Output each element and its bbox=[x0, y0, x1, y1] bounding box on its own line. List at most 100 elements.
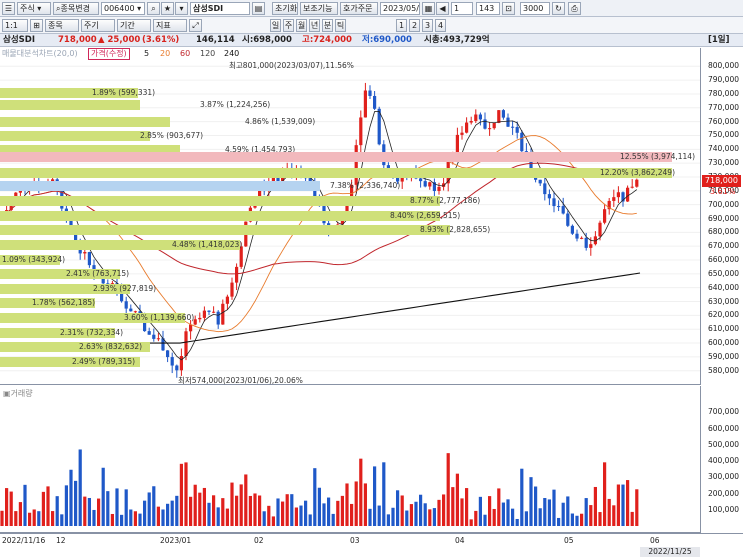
candle-body bbox=[437, 186, 441, 191]
count-input[interactable]: 143 bbox=[476, 2, 500, 15]
search-icon[interactable]: ⌕ bbox=[147, 2, 160, 15]
volume-bar bbox=[409, 504, 413, 526]
candle-body bbox=[133, 311, 137, 313]
reset-button[interactable]: 초기화 bbox=[272, 2, 298, 15]
volume-bar bbox=[363, 483, 367, 526]
volume-profile-bar bbox=[0, 269, 120, 279]
tab-day[interactable]: 일 bbox=[270, 19, 281, 32]
price-tick: 650,000 bbox=[707, 268, 739, 278]
quote-price: 718,000 bbox=[58, 35, 97, 45]
candle-body bbox=[345, 197, 349, 216]
row2-period-button[interactable]: 주기 bbox=[81, 19, 115, 32]
volume-bar bbox=[276, 498, 280, 526]
tab-year[interactable]: 년 bbox=[309, 19, 320, 32]
last-price-tag: 718,000 bbox=[702, 175, 741, 187]
price-tick: 780,000 bbox=[707, 88, 739, 98]
volume-bar bbox=[60, 514, 64, 526]
price-tick: 690,000 bbox=[707, 213, 739, 223]
volume-bar bbox=[529, 477, 533, 526]
volume-bar bbox=[179, 463, 183, 526]
price-axis: 800,000 790,000 780,000 770,000 760,000 750,0… bbox=[700, 48, 743, 385]
candle-body bbox=[616, 192, 620, 198]
volume-bar bbox=[446, 453, 450, 526]
order-button[interactable]: 호가주문 bbox=[340, 2, 378, 15]
search-button[interactable]: ⌕종목변경 bbox=[53, 2, 99, 15]
legend-vp: 매물대분석차트(20,0) bbox=[2, 49, 78, 58]
volume-chart[interactable] bbox=[0, 386, 700, 533]
candle-body bbox=[129, 308, 133, 312]
prev-icon[interactable]: ◀ bbox=[436, 2, 449, 15]
settings-icon[interactable]: ▤ bbox=[252, 2, 265, 15]
volume-title: ▣거래량 bbox=[3, 389, 33, 398]
candle-body bbox=[377, 108, 381, 145]
tab-week[interactable]: 주 bbox=[283, 19, 294, 32]
volume-bar bbox=[166, 503, 170, 526]
lock-icon[interactable]: ⊡ bbox=[502, 2, 515, 15]
quote-high: 고:724,000 bbox=[302, 35, 352, 45]
volume-profile-label: 2.93% (927,819) bbox=[93, 284, 157, 293]
row2-stock-button[interactable]: 종목 bbox=[45, 19, 79, 32]
zoom-select[interactable]: 1:1 bbox=[2, 19, 28, 32]
candle-body bbox=[313, 185, 317, 199]
candle-body bbox=[547, 194, 551, 199]
volume-bar bbox=[253, 493, 257, 526]
menu-icon[interactable]: ☰ bbox=[2, 2, 15, 15]
tab-month[interactable]: 월 bbox=[296, 19, 307, 32]
volume-bar bbox=[492, 508, 496, 526]
row2-range-button[interactable]: 기간 bbox=[117, 19, 151, 32]
candle-body bbox=[442, 183, 446, 187]
market-select[interactable]: 주식 ▾ bbox=[17, 2, 51, 15]
x-tick: 02 bbox=[254, 536, 264, 545]
num-tab-3[interactable]: 3 bbox=[422, 19, 433, 32]
volume-profile-bar bbox=[0, 240, 240, 250]
volume-pane[interactable]: 700,000 600,000 500,000 400,000 300,000 200,0… bbox=[0, 386, 743, 533]
assist-button[interactable]: 보조기능 bbox=[300, 2, 338, 15]
volume-profile-bar bbox=[0, 284, 130, 294]
volume-bar bbox=[584, 498, 588, 526]
print-icon[interactable]: ⎙ bbox=[568, 2, 581, 15]
cursor-date: 2022/11/25 bbox=[640, 547, 700, 557]
candle-body bbox=[584, 237, 588, 248]
volume-bar bbox=[603, 462, 607, 526]
x-tick: 05 bbox=[564, 536, 574, 545]
chevron-down-icon[interactable]: ▾ bbox=[175, 2, 188, 15]
calendar-icon[interactable]: ▦ bbox=[422, 2, 435, 15]
star-icon[interactable]: ★ bbox=[161, 2, 174, 15]
volume-bar bbox=[244, 474, 248, 526]
volume-bar bbox=[18, 502, 22, 526]
grid-icon[interactable]: ⊞ bbox=[30, 19, 43, 32]
refresh-icon[interactable]: ↻ bbox=[552, 2, 565, 15]
volume-bar bbox=[97, 498, 101, 526]
quote-mcap: 시총:493,729억 bbox=[424, 35, 490, 45]
x-tick: 12 bbox=[56, 536, 66, 545]
volume-bar bbox=[538, 508, 542, 526]
date-input[interactable]: 2023/05/30 bbox=[380, 2, 420, 15]
candle-body bbox=[179, 356, 183, 371]
legend-price[interactable]: 가격(수정) bbox=[88, 48, 130, 60]
volume-bar bbox=[327, 497, 331, 526]
code-input[interactable]: 006400 ▾ bbox=[101, 2, 145, 15]
volume-bar bbox=[520, 468, 524, 526]
expand-icon[interactable]: ⤢ bbox=[189, 19, 202, 32]
row2-indicator-button[interactable]: 지표 bbox=[153, 19, 187, 32]
x-tick: 03 bbox=[350, 536, 360, 545]
candle-body bbox=[511, 126, 515, 128]
period-badge[interactable]: [1일] bbox=[708, 35, 730, 45]
candle-body bbox=[87, 252, 91, 266]
volume-bar bbox=[308, 514, 312, 526]
candle-body bbox=[124, 301, 128, 309]
candle-body bbox=[221, 303, 225, 325]
num-tab-4[interactable]: 4 bbox=[435, 19, 446, 32]
volume-profile-bar bbox=[0, 117, 170, 127]
tab-minute[interactable]: 분 bbox=[322, 19, 333, 32]
num-tab-1[interactable]: 1 bbox=[396, 19, 407, 32]
volume-bar bbox=[184, 462, 188, 526]
candle-body bbox=[202, 310, 206, 318]
quote-low: 저:690,000 bbox=[362, 35, 412, 45]
tick-input[interactable]: 1 bbox=[451, 2, 473, 15]
candle-body bbox=[552, 198, 556, 207]
volume-profile-label: 3.60% (1,139,660) bbox=[124, 313, 195, 322]
tab-tick[interactable]: 틱 bbox=[335, 19, 346, 32]
volume-profile-label: 4.59% (1,454,793) bbox=[225, 145, 296, 154]
num-tab-2[interactable]: 2 bbox=[409, 19, 420, 32]
